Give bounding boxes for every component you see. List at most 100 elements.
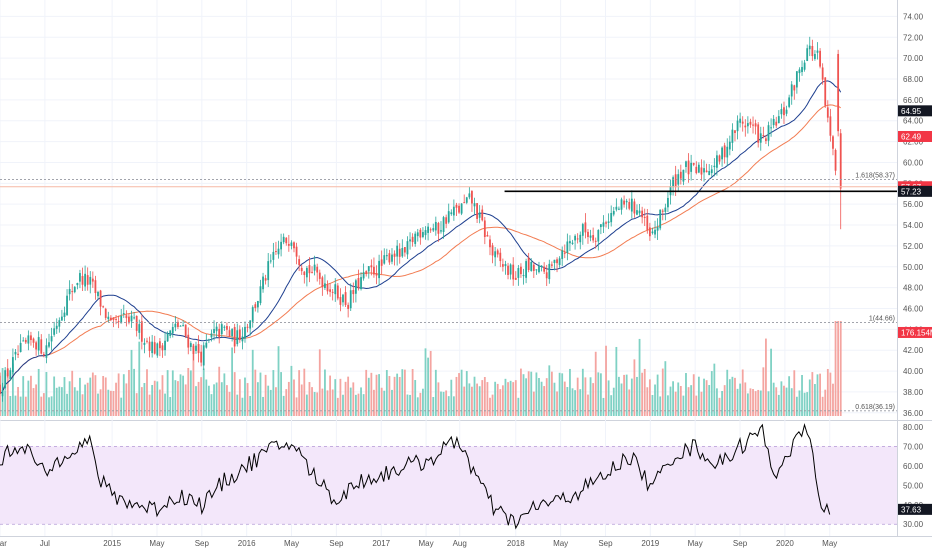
candle-body [349, 290, 352, 309]
volume-bar [326, 390, 329, 416]
candle-body [581, 224, 584, 236]
volume-bar [483, 377, 486, 416]
volume-bar [287, 381, 290, 416]
volume-bar [416, 397, 419, 416]
price-tag-bg [898, 326, 932, 338]
volume-bar [723, 385, 726, 416]
volume-bar [267, 385, 270, 416]
volume-bar [556, 391, 558, 416]
candle-body [24, 339, 27, 343]
candle-body [115, 318, 117, 320]
candle-body [759, 133, 762, 143]
volume-bar [187, 368, 190, 416]
volume-bar [177, 381, 179, 416]
candle-body [695, 166, 698, 174]
candle-body [249, 320, 252, 329]
candle-body [138, 324, 141, 333]
candle-body [744, 125, 747, 128]
volume-bar [527, 371, 530, 416]
candle-body [630, 198, 633, 212]
candle-body [532, 264, 535, 271]
volume-bar [218, 366, 221, 416]
volume-bar [53, 376, 56, 416]
candle-body [236, 330, 239, 345]
volume-bar [262, 396, 264, 416]
time-tick-label: May [553, 539, 568, 548]
candle-body [11, 357, 14, 373]
candle-body [422, 232, 424, 238]
candle-body [316, 266, 319, 273]
candle-body [589, 235, 592, 238]
candle-body [177, 321, 179, 328]
moving-average-long [0, 104, 841, 394]
candle-body [458, 205, 460, 213]
volume-bar [468, 383, 471, 416]
candle-body [166, 333, 169, 342]
volume-bar [767, 391, 770, 416]
candle-body [153, 342, 156, 354]
time-tick-label: 2017 [372, 539, 390, 548]
candle-body [486, 235, 489, 237]
volume-bar [811, 372, 814, 416]
volume-bar [316, 392, 319, 416]
volume-bar [716, 388, 718, 416]
candle-body [540, 265, 543, 267]
volume-bar [636, 376, 638, 416]
candle-body [251, 307, 254, 322]
candle-body [223, 326, 226, 328]
volume-bar [489, 397, 491, 416]
volume-bar [347, 376, 350, 416]
volume-bar [308, 382, 311, 416]
candle-body [53, 328, 56, 335]
candle-body [625, 200, 628, 203]
volume-bar [285, 389, 288, 416]
volume-bar [409, 394, 411, 416]
candle-body [357, 278, 360, 289]
volume-bar [460, 369, 463, 416]
candle-body [525, 261, 527, 278]
volume-bar [11, 363, 14, 416]
volume-bar [148, 394, 151, 416]
volume-bar [419, 392, 422, 416]
volume-bar [27, 380, 30, 416]
candle-body [164, 340, 166, 351]
volume-bar [775, 387, 778, 416]
annotation-layer: 1.618(58.37) 1(44.66) 0.618(36.19) [0, 172, 897, 412]
volume-bar [6, 372, 9, 416]
volume-bar [481, 380, 484, 416]
candle-body [269, 260, 272, 262]
candle-body [231, 329, 234, 337]
time-tick-label: Jul [40, 539, 50, 548]
candle-body [35, 342, 38, 350]
candle-body [530, 261, 533, 271]
volume-bar [530, 371, 533, 416]
volume-bar [494, 381, 497, 416]
volume-bar [739, 383, 742, 416]
candle-body [238, 329, 241, 341]
candle-body [795, 71, 798, 88]
time-tick-label: 2015 [103, 539, 121, 548]
price-tag-bg [898, 130, 932, 142]
price-tick-label: 74.00 [903, 12, 924, 21]
candle-body [790, 84, 793, 97]
candle-body [476, 203, 478, 219]
candle-body [607, 221, 610, 223]
candle-body [169, 330, 172, 336]
time-tick-label: 2016 [238, 539, 256, 548]
volume-bar [318, 349, 321, 416]
candle-body [429, 229, 432, 231]
volume-bar [522, 374, 525, 416]
volume-bar [161, 375, 164, 416]
time-tick-label: May [419, 539, 434, 548]
candle-body [824, 77, 827, 106]
volume-bar [648, 379, 651, 416]
volume-bar [60, 387, 63, 416]
volume-bar [158, 389, 161, 416]
candle-body [60, 316, 63, 321]
volume-bar [164, 393, 166, 416]
candle-body [6, 368, 9, 377]
candle-body [806, 48, 809, 61]
volume-bar [486, 382, 489, 416]
candle-body [628, 202, 631, 209]
candle-body [148, 341, 151, 351]
